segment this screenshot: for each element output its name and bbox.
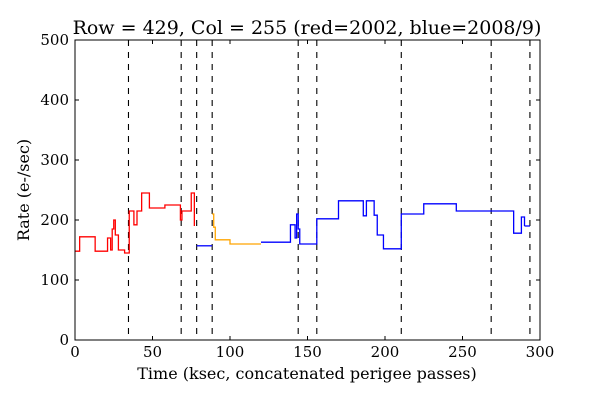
x-tick-label: 300 bbox=[526, 343, 555, 361]
x-tick-label: 150 bbox=[293, 343, 322, 361]
x-tick-label: 250 bbox=[448, 343, 477, 361]
x-tick-label: 0 bbox=[70, 343, 80, 361]
y-tick-label: 400 bbox=[40, 91, 69, 109]
x-tick-label: 200 bbox=[371, 343, 400, 361]
series-line-1 bbox=[212, 213, 261, 245]
y-tick-label: 200 bbox=[40, 211, 69, 229]
pass-separators bbox=[127, 40, 531, 340]
x-axis-label: Time (ksec, concatenated perigee passes) bbox=[137, 364, 477, 383]
plot-frame bbox=[74, 39, 541, 341]
series-line-3 bbox=[261, 200, 526, 250]
y-tick-label: 300 bbox=[40, 151, 69, 169]
tick-labels: 0 50 100 150 200 250 300 0 100 200 300 400 500 bbox=[40, 31, 554, 361]
series-line-0 bbox=[75, 192, 195, 254]
y-axis-label: Rate (e-/sec) bbox=[14, 139, 33, 241]
y-tick-label: 500 bbox=[40, 31, 69, 49]
tick-marks bbox=[74, 39, 541, 341]
series-group bbox=[75, 192, 530, 254]
chart-title: Row = 429, Col = 255 (red=2002, blue=200… bbox=[73, 17, 542, 39]
x-tick-label: 50 bbox=[143, 343, 162, 361]
x-tick-label: 100 bbox=[216, 343, 245, 361]
y-tick-label: 100 bbox=[40, 271, 69, 289]
y-tick-label: 0 bbox=[59, 331, 69, 349]
